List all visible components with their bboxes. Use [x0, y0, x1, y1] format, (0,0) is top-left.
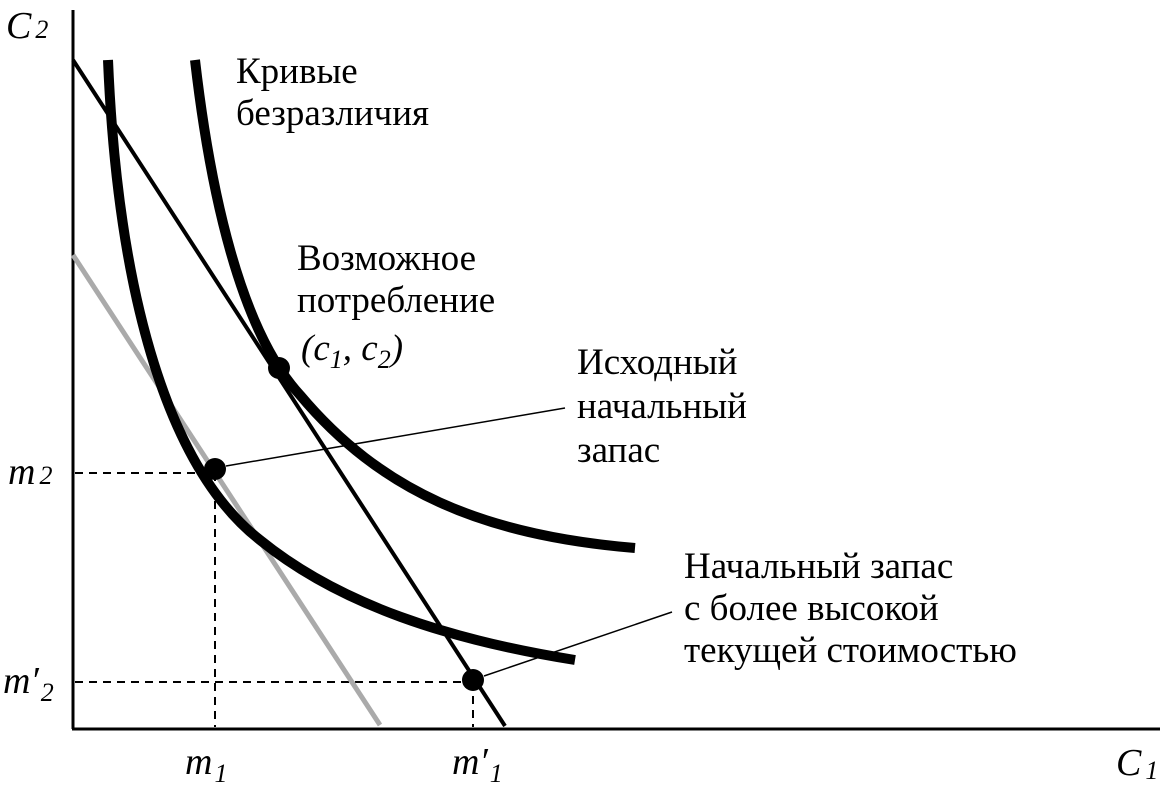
higher-endowment-point: [462, 669, 484, 691]
tick-m2-prime: m′2: [3, 660, 54, 707]
label-higher-endowment: Начальный запас с более высокой текущей …: [684, 546, 1017, 671]
label-consumption-point: (c1, c2): [301, 328, 403, 374]
original-endowment-leader: [225, 407, 566, 467]
label-consumption: Возможное потребление: [297, 238, 495, 321]
indifference-curve-lower: [103, 59, 576, 665]
tick-m1: m1: [185, 741, 227, 788]
indifference-curve-upper: [190, 59, 636, 553]
original-endowment-point: [204, 458, 226, 480]
higher-endowment-leader: [483, 611, 673, 677]
label-original-endowment: Исходный начальный запас: [577, 342, 756, 471]
original-budget-line: [70, 253, 383, 727]
consumption-point: [268, 357, 290, 379]
higher-value-budget-line: [71, 58, 507, 728]
tick-m1-prime: m′1: [452, 741, 503, 788]
label-indifference-curves: Кривые безразличия: [236, 51, 429, 134]
